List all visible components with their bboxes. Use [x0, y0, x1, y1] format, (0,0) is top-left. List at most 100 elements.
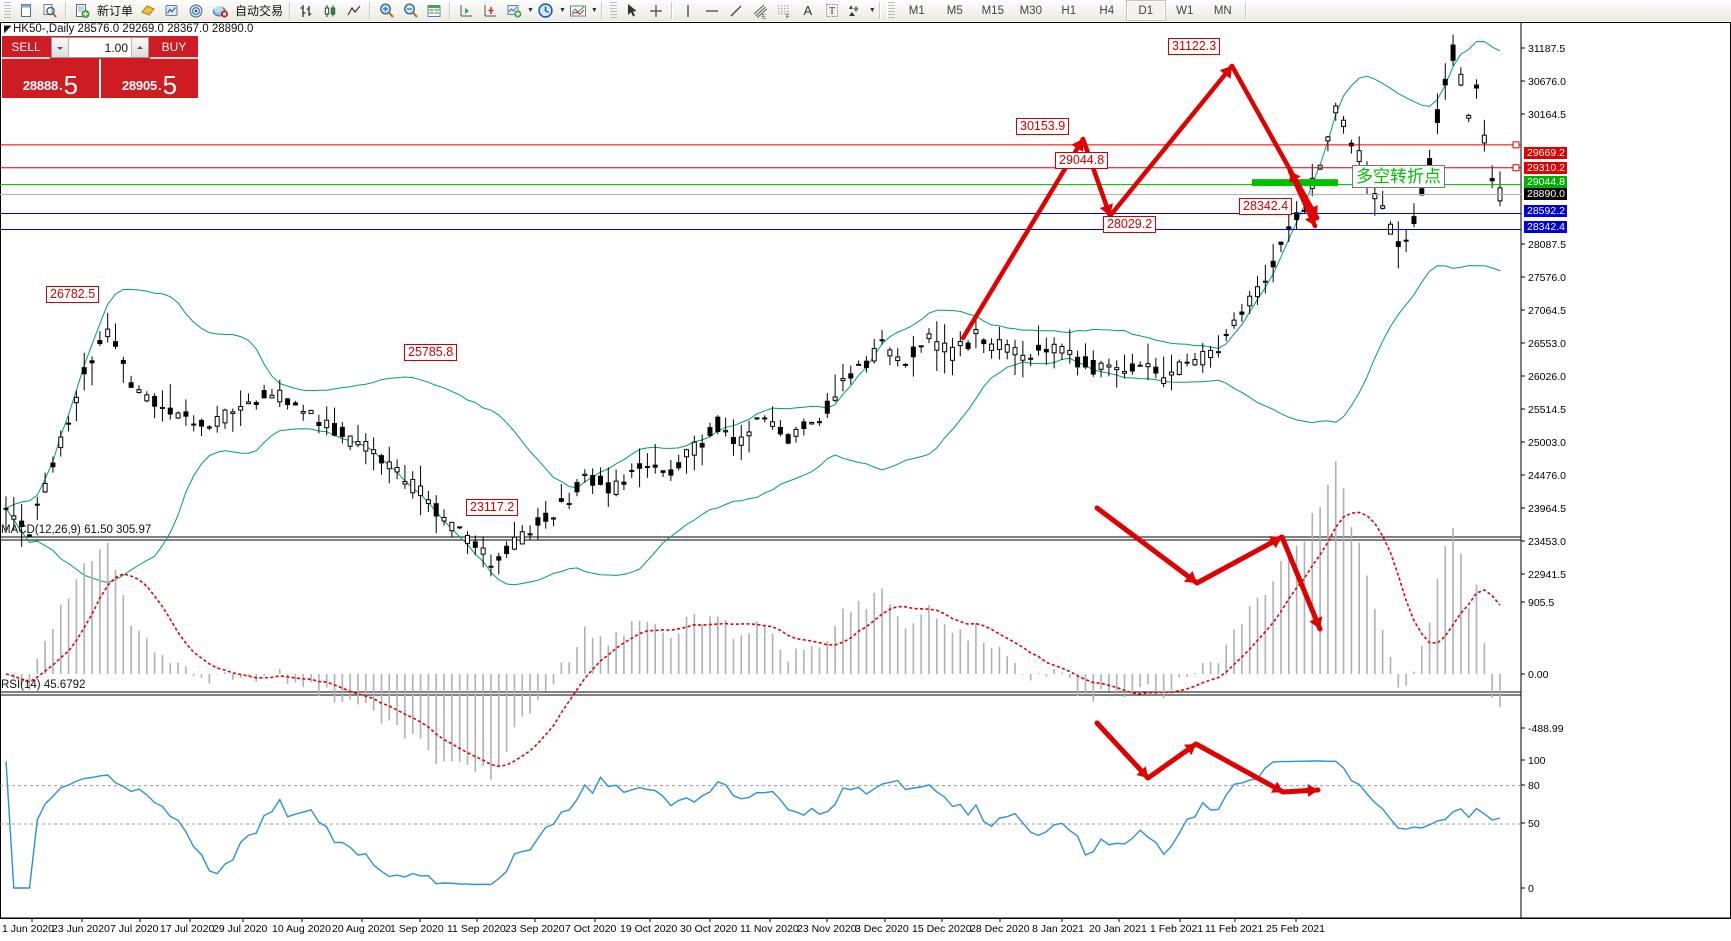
period-icon[interactable]	[535, 1, 557, 20]
scale-tag-28592-2: 28592.2	[1524, 205, 1567, 217]
buy-price-cell[interactable]: 28905. 5	[101, 59, 198, 98]
annotation-28029-2[interactable]: 28029.2	[1103, 216, 1157, 233]
toolbar-separator-8	[1244, 2, 1247, 19]
search-chart-icon[interactable]	[39, 1, 61, 20]
svg-text:8 Jan 2021: 8 Jan 2021	[1032, 923, 1084, 935]
sell-price-integer: 28888	[22, 78, 59, 93]
svg-text:23 Jun 2020: 23 Jun 2020	[52, 923, 110, 935]
sell-price-decimal-separator: .	[59, 78, 63, 93]
zoom-out-icon[interactable]	[399, 1, 421, 20]
annotation-30153-9[interactable]: 30153.9	[1016, 118, 1070, 135]
toolbar-separator-3	[369, 2, 372, 19]
svg-text:22941.5: 22941.5	[1528, 569, 1566, 581]
timeframe-m1[interactable]: M1	[908, 4, 925, 17]
buy-button[interactable]: BUY	[150, 36, 198, 59]
scale-tag-29044-8: 29044.8	[1524, 176, 1567, 188]
annotation-26782-5[interactable]: 26782.5	[46, 286, 100, 303]
annotation-23117-2[interactable]: 23117.2	[466, 499, 519, 516]
line-chart-icon[interactable]	[343, 1, 365, 20]
svg-text:24476.0: 24476.0	[1528, 470, 1566, 482]
volume-input[interactable]: 1.00	[104, 40, 128, 55]
svg-text:20 Jan 2021: 20 Jan 2021	[1089, 923, 1147, 935]
indicator-list-icon[interactable]	[503, 1, 525, 20]
toolbar-grip-3[interactable]	[886, 2, 895, 19]
svg-text:27576.0: 27576.0	[1528, 272, 1566, 284]
svg-text:11 Feb 2021: 11 Feb 2021	[1205, 923, 1263, 935]
equidistant-channel-icon[interactable]: E	[749, 1, 771, 20]
chart-shift-icon[interactable]	[479, 1, 501, 20]
expert-advisors-icon[interactable]	[137, 1, 159, 20]
svg-text:3 Dec 2020: 3 Dec 2020	[855, 923, 909, 935]
fibonacci-retracement-icon[interactable]: F	[773, 1, 795, 20]
new-chart-icon[interactable]	[15, 1, 37, 20]
new-order-button[interactable]: 新订单	[97, 4, 134, 18]
indicator-list-chevron-down-icon[interactable]: ▼	[527, 7, 534, 14]
svg-text:30676.0: 30676.0	[1528, 76, 1566, 88]
volume-stepper[interactable]: 1.00	[51, 37, 149, 58]
annotation-29044-8[interactable]: 29044.8	[1055, 152, 1109, 169]
timeframe-d1[interactable]: D1	[1125, 0, 1166, 21]
candlestick-chart-icon[interactable]	[319, 1, 341, 20]
vertical-line-icon[interactable]	[677, 1, 699, 20]
timeframe-h4[interactable]: H4	[1099, 4, 1115, 17]
templates-icon[interactable]	[567, 1, 589, 20]
sell-price-cell[interactable]: 28888. 5	[2, 59, 99, 98]
svg-text:25003.0: 25003.0	[1528, 437, 1566, 449]
chart-canvas[interactable]: 31187.5 30676.0 30164.5 28087.5 27576.0 27064…	[0, 21, 1731, 941]
svg-text:20 Aug 2020: 20 Aug 2020	[332, 923, 391, 935]
zoom-in-icon[interactable]	[375, 1, 397, 20]
svg-text:T: T	[829, 6, 835, 17]
toolbar-grip[interactable]	[3, 2, 11, 19]
svg-text:26026.0: 26026.0	[1528, 371, 1566, 383]
timeframe-h1[interactable]: H1	[1061, 4, 1077, 17]
data-window-icon[interactable]	[423, 1, 445, 20]
trendline-icon[interactable]	[725, 1, 747, 20]
toolbar-separator	[65, 2, 67, 19]
annotation-31122-3[interactable]: 31122.3	[1168, 38, 1221, 55]
period-chevron-down-icon[interactable]: ▼	[558, 7, 566, 14]
turning-point-note[interactable]: 多空转折点	[1352, 165, 1445, 188]
timeframe-m5[interactable]: M5	[946, 4, 963, 17]
indicators-icon[interactable]	[161, 1, 183, 20]
macd-label: MACD(12,26,9) 61.50 305.97	[1, 524, 152, 536]
annotation-25785-8[interactable]: 25785.8	[404, 344, 458, 361]
autotrading-icon[interactable]	[209, 1, 231, 20]
svg-text:23453.0: 23453.0	[1528, 536, 1566, 548]
shapes-chevron-down-icon[interactable]: ▼	[868, 7, 876, 14]
oct-top-row: SELL 1.00 BUY	[2, 36, 198, 59]
cursor-icon[interactable]	[621, 1, 643, 20]
templates-chevron-down-icon[interactable]: ▼	[590, 7, 598, 14]
horizontal-line-icon[interactable]	[701, 1, 723, 20]
shapes-icon[interactable]	[845, 1, 867, 20]
svg-text:E: E	[762, 14, 766, 18]
buy-price-decimal-separator: .	[158, 78, 162, 93]
svg-text:23964.5: 23964.5	[1528, 503, 1566, 515]
sell-button[interactable]: SELL	[2, 36, 50, 59]
svg-text:27064.5: 27064.5	[1528, 305, 1566, 317]
chart-symbol-title: ◤HK50-,Daily 28576.0 29269.0 28367.0 288…	[4, 23, 253, 35]
svg-text:100: 100	[1528, 755, 1546, 767]
annotation-28342-4[interactable]: 28342.4	[1239, 198, 1293, 215]
timeframe-m30[interactable]: M30	[1019, 4, 1042, 17]
autotrading-button[interactable]: 自动交易	[235, 4, 284, 18]
svg-text:23 Nov 2020: 23 Nov 2020	[797, 923, 857, 935]
oct-price-row: 28888. 5 28905. 5	[2, 59, 198, 98]
toolbar-grip-2[interactable]	[608, 2, 617, 19]
timeframe-m15[interactable]: M15	[981, 4, 1004, 17]
auto-scroll-icon[interactable]	[455, 1, 477, 20]
bar-chart-icon[interactable]	[295, 1, 317, 20]
crosshair-icon[interactable]	[645, 1, 667, 20]
rsi-label: RSI(14) 45.6792	[1, 679, 86, 691]
volume-increase-button[interactable]	[131, 38, 148, 57]
text-label-icon[interactable]: T	[821, 1, 843, 20]
svg-text:23 Sep 2020: 23 Sep 2020	[505, 923, 565, 935]
signals-icon[interactable]	[185, 1, 207, 20]
timeframe-w1[interactable]: W1	[1176, 4, 1194, 17]
svg-text:7 Jul 2020: 7 Jul 2020	[110, 923, 159, 935]
timeframe-mn[interactable]: MN	[1213, 4, 1232, 17]
new-order-icon[interactable]	[71, 1, 93, 20]
svg-text:19 Oct 2020: 19 Oct 2020	[620, 923, 677, 935]
one-click-trading-panel[interactable]: SELL 1.00 BUY 28888. 5 28905. 5	[2, 36, 198, 98]
text-icon[interactable]: A	[803, 3, 813, 18]
volume-decrease-button[interactable]	[52, 38, 69, 57]
